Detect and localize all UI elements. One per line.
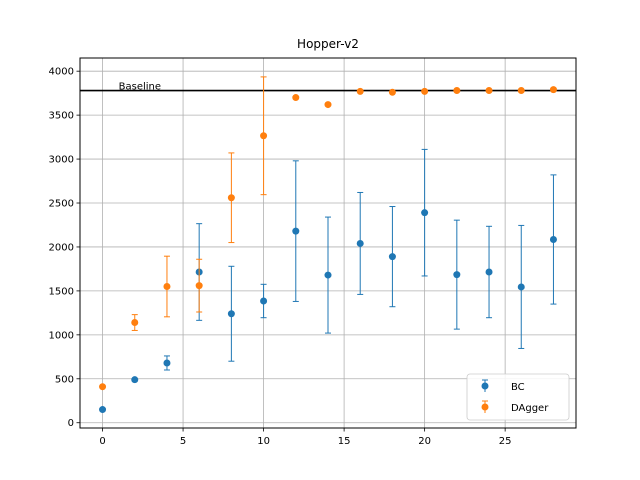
data-point (453, 271, 461, 279)
data-point (356, 239, 364, 247)
data-point (260, 297, 268, 305)
data-point (99, 406, 107, 414)
data-point (292, 227, 300, 235)
legend-label: DAgger (511, 403, 549, 414)
data-point (517, 87, 525, 95)
series (99, 76, 557, 414)
y-tick-label: 500 (55, 374, 74, 385)
data-point (549, 86, 557, 94)
data-point (260, 132, 268, 140)
x-tick-label: 20 (418, 436, 431, 447)
x-tick-label: 25 (499, 436, 512, 447)
data-point (485, 268, 493, 276)
axes: 0 5 10 15 20 25 0 500 1000 1500 2000 2500 3000 3500 40… (49, 67, 512, 447)
data-point (227, 310, 235, 318)
baseline: Baseline (80, 82, 576, 93)
y-tick-label: 2500 (49, 199, 74, 210)
plot-frame (79, 57, 577, 429)
y-tick-label: 4000 (49, 67, 74, 78)
data-point (324, 101, 332, 109)
data-point (453, 87, 461, 95)
data-point (517, 283, 525, 291)
legend-marker (481, 382, 489, 390)
legend: BC DAgger (466, 373, 570, 421)
data-point (421, 87, 429, 95)
data-point (99, 383, 107, 391)
y-tick-label: 1500 (49, 286, 74, 297)
data-point (388, 88, 396, 96)
legend-label: BC (511, 382, 525, 393)
y-tick-label: 0 (68, 418, 74, 429)
data-point (549, 235, 557, 243)
data-point (163, 283, 171, 291)
data-point (324, 271, 332, 279)
x-tick-label: 5 (180, 436, 186, 447)
baseline-label: Baseline (119, 82, 161, 93)
x-tick-label: 10 (257, 436, 270, 447)
legend-box (466, 373, 570, 421)
y-tick-label: 3000 (49, 155, 74, 166)
series-bc (99, 148, 557, 414)
x-tick-label: 15 (338, 436, 351, 447)
data-point (227, 194, 235, 202)
y-tick-label: 3500 (49, 111, 74, 122)
y-tick-label: 1000 (49, 330, 74, 341)
chart-title: Hopper-v2 (297, 37, 359, 51)
data-point (485, 87, 493, 95)
x-tick-label: 0 (99, 436, 105, 447)
data-point (292, 94, 300, 102)
data-point (388, 253, 396, 261)
data-point (195, 282, 203, 290)
data-point (131, 319, 139, 327)
data-point (356, 87, 364, 95)
data-point (421, 209, 429, 217)
y-tick-label: 2000 (49, 242, 74, 253)
series-dagger (99, 76, 557, 391)
legend-marker (481, 403, 489, 411)
data-point (131, 376, 139, 384)
data-point (163, 359, 171, 367)
